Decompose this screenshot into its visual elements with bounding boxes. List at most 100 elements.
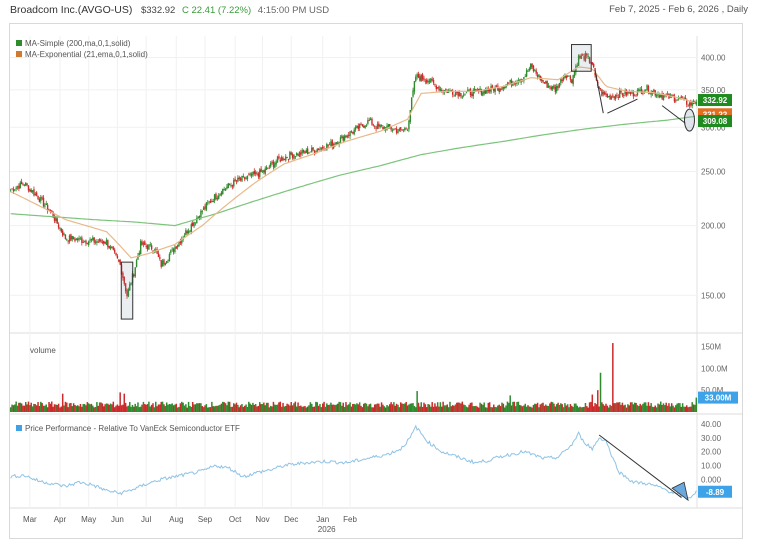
price-change: C 22.41 (7.22%) bbox=[181, 5, 252, 16]
volume-bar bbox=[264, 405, 266, 412]
candle-body bbox=[510, 80, 513, 86]
candle-body bbox=[514, 82, 517, 85]
candle-body bbox=[234, 179, 236, 182]
candle-body bbox=[387, 124, 390, 128]
volume-bar bbox=[482, 404, 484, 412]
volume-bar bbox=[104, 404, 106, 412]
volume-badge-bg bbox=[698, 391, 738, 404]
volume-bar bbox=[293, 403, 295, 412]
candle-body bbox=[629, 91, 632, 95]
volume-bar bbox=[179, 403, 182, 412]
candle-body bbox=[176, 245, 179, 248]
volume-bar bbox=[61, 393, 64, 412]
candle-body bbox=[397, 131, 399, 133]
candle-body bbox=[435, 85, 437, 90]
volume-bar bbox=[681, 403, 684, 412]
candle-body bbox=[104, 242, 106, 244]
volume-bar bbox=[616, 402, 618, 412]
sma-badge: 309.08 bbox=[703, 117, 728, 126]
volume-bar bbox=[662, 403, 665, 412]
volume-bar bbox=[131, 404, 134, 412]
candle-body bbox=[48, 209, 50, 211]
volume-bar bbox=[369, 403, 372, 412]
candle-body bbox=[558, 82, 561, 88]
volume-bar bbox=[113, 407, 116, 412]
volume-bar bbox=[152, 403, 154, 412]
candle-body bbox=[599, 88, 602, 89]
candle-body bbox=[453, 95, 455, 97]
candle-body bbox=[144, 241, 146, 246]
annotation-ellipse bbox=[683, 108, 695, 132]
volume-bar bbox=[215, 405, 217, 412]
candle-body bbox=[484, 90, 487, 94]
candle-body bbox=[233, 180, 235, 187]
candle-body bbox=[480, 89, 483, 95]
volume-bar bbox=[107, 403, 109, 412]
candle-body bbox=[598, 87, 600, 90]
volume-bar bbox=[497, 405, 499, 412]
volume-bar bbox=[315, 401, 317, 412]
volume-bar bbox=[690, 406, 692, 412]
candle-body bbox=[556, 85, 558, 92]
volume-bar bbox=[301, 406, 303, 412]
volume-badge: 33.00M bbox=[705, 394, 732, 403]
volume-bar bbox=[327, 404, 329, 412]
volume-bar bbox=[465, 406, 468, 412]
volume-bar bbox=[79, 403, 82, 412]
candle-body bbox=[122, 272, 124, 278]
candle-body bbox=[30, 189, 32, 193]
volume-bar bbox=[339, 402, 342, 412]
candle-body bbox=[26, 183, 28, 185]
volume-bar bbox=[670, 403, 673, 412]
volume-bar bbox=[575, 403, 577, 412]
candle-body bbox=[198, 216, 201, 218]
candle-body bbox=[465, 91, 468, 93]
volume-bar bbox=[501, 402, 503, 412]
candle-body bbox=[291, 154, 294, 158]
candle-body bbox=[382, 126, 384, 129]
volume-bar bbox=[534, 403, 536, 412]
candle-body bbox=[357, 125, 359, 129]
candle-body bbox=[205, 202, 208, 210]
volume-bar bbox=[85, 405, 87, 412]
candle-body bbox=[227, 183, 229, 188]
candle-body bbox=[133, 274, 135, 276]
candle-body bbox=[577, 55, 580, 66]
volume-bar bbox=[149, 406, 152, 412]
candle-body bbox=[283, 159, 286, 160]
volume-bar bbox=[239, 405, 242, 412]
volume-bar bbox=[446, 404, 448, 412]
annotation-box-april-low bbox=[120, 261, 134, 320]
candle-body bbox=[342, 136, 344, 141]
candle-body bbox=[638, 88, 640, 92]
volume-bar bbox=[654, 405, 657, 412]
candle-body bbox=[662, 95, 665, 101]
volume-bar bbox=[224, 403, 227, 412]
volume-bar bbox=[612, 343, 614, 412]
volume-bar bbox=[243, 405, 246, 412]
candle-body bbox=[197, 216, 199, 219]
volume-bar bbox=[521, 406, 524, 412]
volume-bar bbox=[661, 404, 663, 412]
candle-body bbox=[193, 222, 195, 227]
candle-body bbox=[316, 148, 318, 153]
candle-body bbox=[508, 82, 510, 84]
candle-body bbox=[369, 118, 372, 120]
candle-body bbox=[349, 131, 351, 137]
candle-body bbox=[90, 238, 93, 240]
volume-bar bbox=[566, 404, 569, 412]
volume-bar bbox=[11, 404, 13, 412]
legend-sma: MA-Simple (200,ma,0,1,solid) bbox=[25, 39, 131, 48]
volume-bar bbox=[128, 402, 131, 412]
candle-body bbox=[274, 163, 276, 168]
volume-bar bbox=[29, 405, 31, 412]
candle-body bbox=[44, 205, 46, 207]
candle-body bbox=[238, 177, 240, 180]
volume-bar bbox=[655, 407, 658, 412]
candle-body bbox=[135, 260, 138, 267]
candle-body bbox=[335, 142, 338, 145]
candle-body bbox=[624, 90, 626, 95]
volume-bar bbox=[249, 403, 251, 412]
volume-bar bbox=[491, 407, 494, 412]
volume-bar bbox=[562, 407, 565, 412]
